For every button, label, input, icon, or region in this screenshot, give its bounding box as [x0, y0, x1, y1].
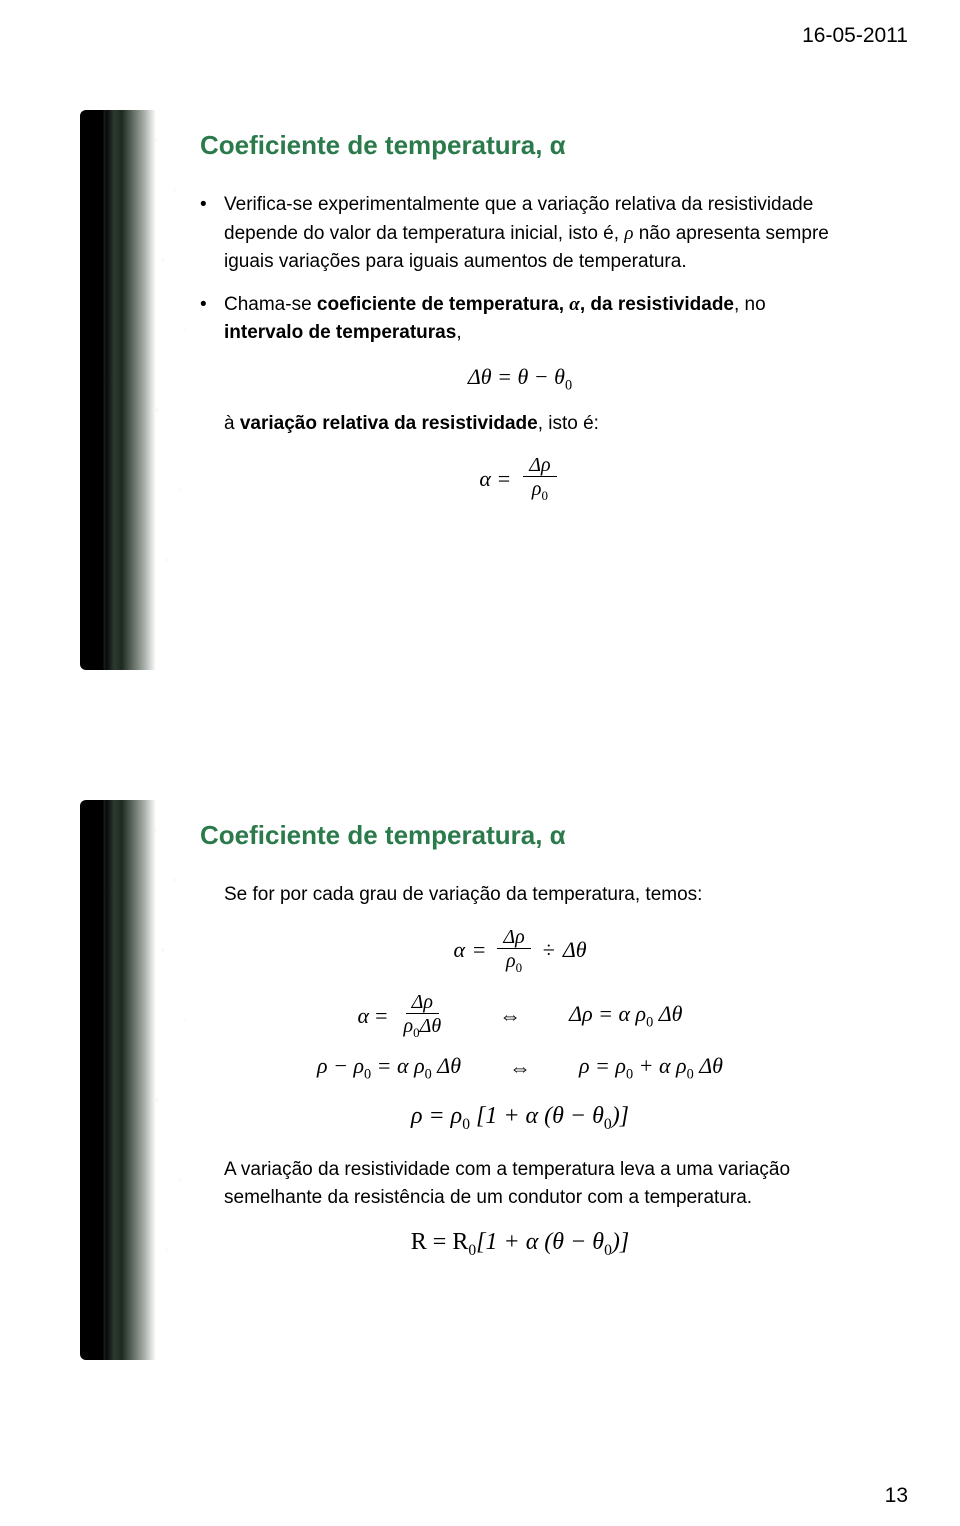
slide-2-formula-row3: ρ − ρ0 = α ρ0 Δθ ⇔ ρ = ρ0 + α ρ0 Δθ — [200, 1053, 840, 1083]
fraction: Δρ ρ0Δθ — [398, 991, 448, 1041]
slide-1-bullet-1-text: Verifica-se experimentalmente que a vari… — [224, 191, 840, 277]
bullet-icon: • — [200, 291, 224, 348]
slide-1-formula-2: α = Δρ ρ0 — [200, 454, 840, 504]
slide-1-bullet-2a-text: Chama-se coeficiente de temperatura, α, … — [224, 291, 840, 348]
slide-2-row3-right: ρ = ρ0 + α ρ0 Δθ — [579, 1053, 723, 1083]
numerator: Δρ — [406, 991, 439, 1014]
slide-2-formula-row4: ρ = ρ0 [1 + α (θ − θ0)] — [200, 1103, 840, 1134]
slide-2-closing: A variação da resistividade com a temper… — [224, 1156, 840, 1213]
slide-1-formula-1: Δθ = θ − θ0 — [200, 364, 840, 394]
date-header: 16-05-2011 — [802, 24, 908, 48]
denominator: ρ0Δθ — [398, 1014, 448, 1041]
slide-2-title: Coeficiente de temperatura, α — [200, 820, 840, 851]
numerator: Δρ — [497, 926, 530, 949]
slide-2-intro: Se for por cada grau de variação da temp… — [224, 881, 840, 910]
subscript: 0 — [565, 377, 572, 393]
fraction: Δρ ρ0 — [523, 454, 556, 504]
slide-2-row3-left: ρ − ρ0 = α ρ0 Δθ — [317, 1053, 461, 1083]
slide-1-bullet-1: • Verifica-se experimentalmente que a va… — [200, 191, 840, 277]
slide-1-title: Coeficiente de temperatura, α — [200, 130, 840, 161]
page-number: 13 — [885, 1484, 908, 1508]
slide-2-formula-row1: α= Δρ ρ0 ÷ Δθ — [200, 926, 840, 976]
fraction: Δρ ρ0 — [497, 926, 530, 976]
numerator: Δρ — [523, 454, 556, 477]
slide-2-row2-right: Δρ = α ρ0 Δθ — [569, 1001, 682, 1031]
denominator: ρ0 — [500, 949, 528, 976]
iff-arrow-icon: ⇔ — [509, 1055, 531, 1081]
slide-1-bullet-2b: à variação relativa da resistividade, is… — [224, 410, 840, 439]
slide-2-content: Coeficiente de temperatura, α Se for por… — [90, 800, 870, 1360]
slide-1-bullet-2: • Chama-se coeficiente de temperatura, α… — [200, 291, 840, 348]
slide-2-formula-row2: α= Δρ ρ0Δθ ⇔ Δρ = α ρ0 Δθ — [200, 991, 840, 1041]
slide-2-formula-row5: R = R0[1 + α (θ − θ0)] — [200, 1229, 840, 1260]
slide-1: Coeficiente de temperatura, α • Verifica… — [90, 110, 870, 670]
formula-lhs: α = — [479, 466, 511, 492]
slide-1-content: Coeficiente de temperatura, α • Verifica… — [90, 110, 870, 670]
iff-arrow-icon: ⇔ — [499, 1003, 521, 1029]
slide-2: Coeficiente de temperatura, α Se for por… — [90, 800, 870, 1360]
bullet-icon: • — [200, 191, 224, 277]
denominator: ρ0 — [526, 477, 554, 504]
